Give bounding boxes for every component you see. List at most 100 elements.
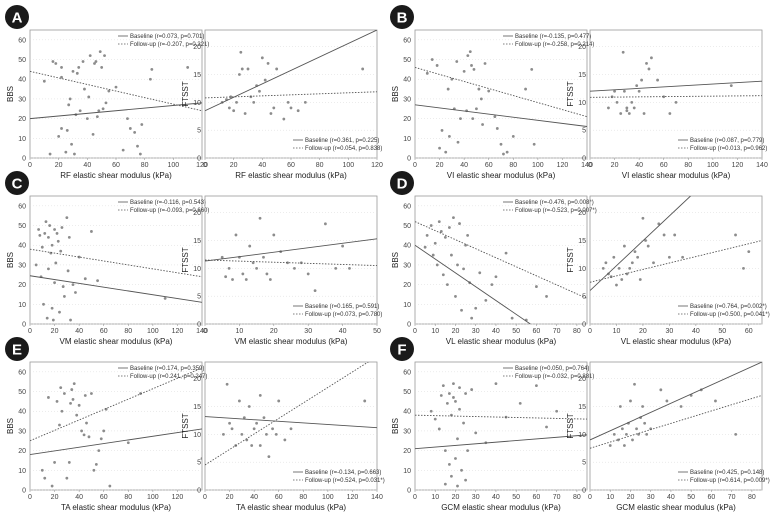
data-point — [289, 427, 293, 431]
data-point — [734, 432, 738, 436]
data-point — [443, 235, 447, 239]
data-point — [43, 232, 47, 235]
data-point — [250, 444, 254, 447]
data-point — [462, 267, 465, 271]
data-point — [429, 409, 433, 413]
data-point — [425, 71, 429, 75]
data-point — [444, 150, 448, 154]
data-point — [647, 67, 651, 71]
data-point — [138, 152, 142, 156]
data-point — [484, 298, 488, 302]
data-point — [490, 283, 494, 287]
y-tick-label: 20 — [578, 376, 586, 383]
data-point — [481, 123, 484, 126]
x-tick-label: 120 — [172, 328, 184, 335]
data-point — [71, 283, 75, 287]
data-point — [714, 399, 717, 403]
data-point — [454, 399, 457, 403]
data-point — [44, 220, 48, 224]
data-point — [91, 132, 95, 136]
data-point — [100, 66, 104, 69]
data-point — [258, 89, 261, 93]
data-point — [265, 432, 268, 436]
data-point — [662, 95, 666, 99]
data-point — [107, 89, 111, 93]
data-point — [621, 50, 625, 54]
data-point — [241, 272, 245, 276]
data-point — [667, 255, 671, 259]
panel-label: C — [12, 176, 23, 193]
data-point — [239, 50, 243, 54]
data-point — [70, 388, 74, 391]
x-tick-label: 0 — [28, 328, 32, 335]
x-tick-label: 60 — [275, 494, 283, 501]
y-axis-label: BBS — [391, 252, 400, 268]
data-point — [439, 394, 443, 397]
x-tick-label: 80 — [124, 328, 132, 335]
data-point — [150, 67, 154, 71]
y-tick-label: 0 — [407, 322, 411, 329]
data-point — [742, 266, 745, 270]
data-point — [98, 50, 102, 54]
data-point — [629, 399, 632, 403]
data-point — [252, 100, 256, 104]
baseline-regression-line — [415, 244, 531, 324]
x-tick-label: 100 — [322, 494, 334, 501]
data-point — [238, 399, 241, 403]
data-point — [275, 67, 279, 71]
data-point — [640, 78, 643, 82]
data-point — [85, 421, 88, 425]
data-point — [511, 134, 515, 138]
subplot-ftsst: 0 5 10 15 20 0 20 40 60 80 100 120 140 TA elastic she… — [181, 361, 385, 512]
data-point — [69, 401, 72, 405]
legend-followup-label: Follow-up (r=-0.258, p=0.214) — [515, 42, 594, 48]
y-tick-label: 10 — [193, 100, 201, 107]
x-tick-label: 70 — [553, 494, 561, 501]
data-point — [363, 399, 367, 403]
panel-badge — [390, 337, 414, 361]
followup-regression-line — [30, 367, 202, 442]
y-tick-label: 10 — [578, 100, 586, 107]
data-point — [59, 386, 63, 389]
plot-frame — [589, 195, 763, 325]
x-tick-label: 60 — [100, 494, 108, 501]
x-axis-label: VL elastic shear modulus (kPa) — [446, 337, 557, 346]
x-tick-label: 20 — [627, 494, 635, 501]
x-axis-label: RF elastic shear modulus (kPa) — [60, 171, 172, 180]
data-point — [272, 106, 276, 110]
data-point — [240, 432, 244, 436]
panel-badge — [390, 171, 414, 195]
subplot-ftsst: 0 5 10 15 20 0 10 20 30 40 50 60 VL elastic shear mo… — [566, 195, 770, 346]
data-point — [82, 433, 86, 437]
subplot-ftsst: 0 5 10 15 20 0 20 40 60 80 100 120 140 VI elastic she… — [566, 29, 768, 180]
y-axis-label: BBS — [6, 252, 15, 268]
data-point — [258, 444, 262, 447]
legend-baseline-label: Baseline (r=0.361, p=0.225) — [305, 138, 379, 144]
baseline-regression-line — [415, 104, 587, 127]
x-tick-label: 50 — [718, 328, 726, 335]
data-point — [623, 244, 626, 248]
x-tick-label: 100 — [147, 328, 159, 335]
data-point — [225, 382, 229, 386]
data-point — [679, 405, 683, 408]
followup-regression-line — [590, 95, 762, 98]
data-point — [238, 73, 241, 76]
data-point — [114, 85, 118, 89]
data-point — [262, 255, 265, 259]
data-point — [474, 306, 478, 310]
y-tick-label: 0 — [582, 322, 586, 329]
data-point — [59, 249, 63, 253]
panel-badge — [5, 337, 29, 361]
data-point — [81, 60, 85, 63]
x-tick-label: 0 — [203, 162, 207, 169]
data-point — [286, 100, 290, 104]
y-tick-label: 15 — [578, 238, 586, 245]
data-point — [80, 429, 83, 433]
data-point — [75, 71, 79, 75]
x-tick-label: 40 — [692, 328, 700, 335]
baseline-regression-line — [205, 416, 377, 429]
data-point — [67, 103, 71, 107]
data-point — [652, 261, 655, 265]
